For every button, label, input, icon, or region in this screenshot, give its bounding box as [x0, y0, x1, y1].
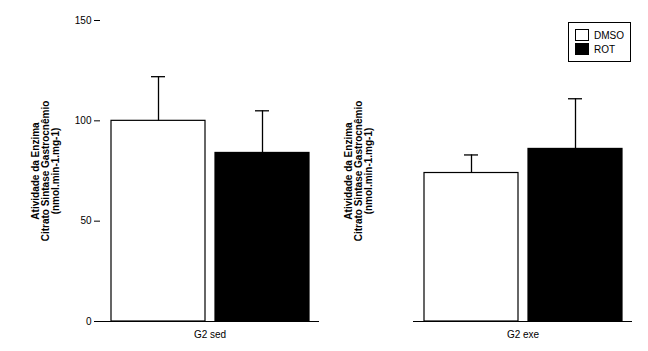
html-text:ROT: ROT	[594, 43, 616, 55]
svg-text:G2 exe: G2 exe	[507, 329, 540, 340]
svg-text:150: 150	[75, 15, 92, 26]
html-text:DMSO: DMSO	[594, 29, 624, 41]
svg-text:G2 sed: G2 sed	[194, 329, 226, 340]
svg-text:Atividade da EnzimaCitrato Sin: Atividade da EnzimaCitrato Sintase Gastr…	[343, 101, 374, 242]
svg-text:Atividade da EnzimaCitrato Sin: Atividade da EnzimaCitrato Sintase Gastr…	[30, 101, 61, 242]
svg-text:0: 0	[86, 316, 92, 327]
svg-text:50: 50	[80, 215, 92, 226]
svg-text:100: 100	[75, 115, 92, 126]
